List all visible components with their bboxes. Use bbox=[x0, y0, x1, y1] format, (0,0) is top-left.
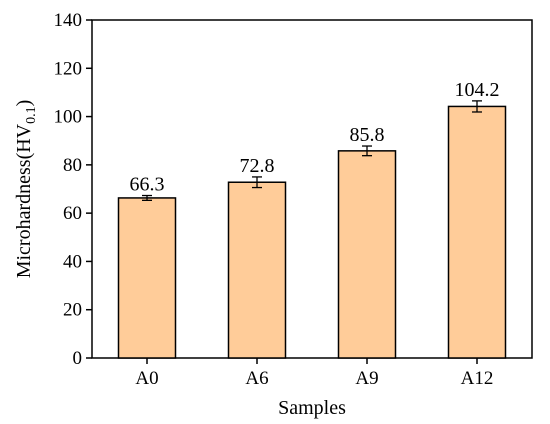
y-axis-title: Microhardness(HV0.1) bbox=[13, 100, 39, 279]
bar-a6 bbox=[227, 181, 287, 359]
x-tick-label-a9: A9 bbox=[355, 368, 378, 389]
bars-group bbox=[117, 105, 507, 359]
y-tick-label: 20 bbox=[63, 300, 82, 321]
bar-a9 bbox=[337, 150, 397, 359]
x-axis-ticks: A0 A6 A9 A12 bbox=[135, 358, 493, 389]
y-tick-label: 100 bbox=[54, 107, 83, 128]
y-tick-label: 40 bbox=[63, 251, 82, 272]
x-tick-label-a0: A0 bbox=[135, 368, 158, 389]
plot-frame bbox=[91, 19, 533, 359]
x-axis-title: Samples bbox=[278, 397, 346, 419]
bar-a0 bbox=[117, 197, 177, 359]
error-bars-group bbox=[142, 100, 482, 201]
y-tick-label: 0 bbox=[73, 348, 83, 369]
value-label-a9: 85.8 bbox=[350, 124, 385, 146]
y-axis-title-close: ) bbox=[13, 100, 35, 107]
y-axis-ticks: 0 20 40 60 80 100 120 140 bbox=[54, 10, 92, 369]
value-label-a6: 72.8 bbox=[240, 155, 275, 177]
value-labels-group: 66.3 72.8 85.8 104.2 bbox=[130, 79, 500, 196]
x-tick-label-a6: A6 bbox=[245, 368, 268, 389]
bar-a12 bbox=[447, 105, 507, 359]
y-axis-title-subscript: 0.1 bbox=[24, 106, 39, 124]
value-label-a12: 104.2 bbox=[455, 79, 500, 101]
value-label-a0: 66.3 bbox=[130, 174, 165, 196]
y-tick-label: 60 bbox=[63, 203, 82, 224]
y-tick-label: 80 bbox=[63, 155, 82, 176]
y-tick-label: 120 bbox=[54, 58, 83, 79]
x-tick-label-a12: A12 bbox=[461, 368, 494, 389]
y-axis-title-main: Microhardness(HV bbox=[13, 123, 35, 278]
y-tick-label: 140 bbox=[54, 10, 83, 31]
